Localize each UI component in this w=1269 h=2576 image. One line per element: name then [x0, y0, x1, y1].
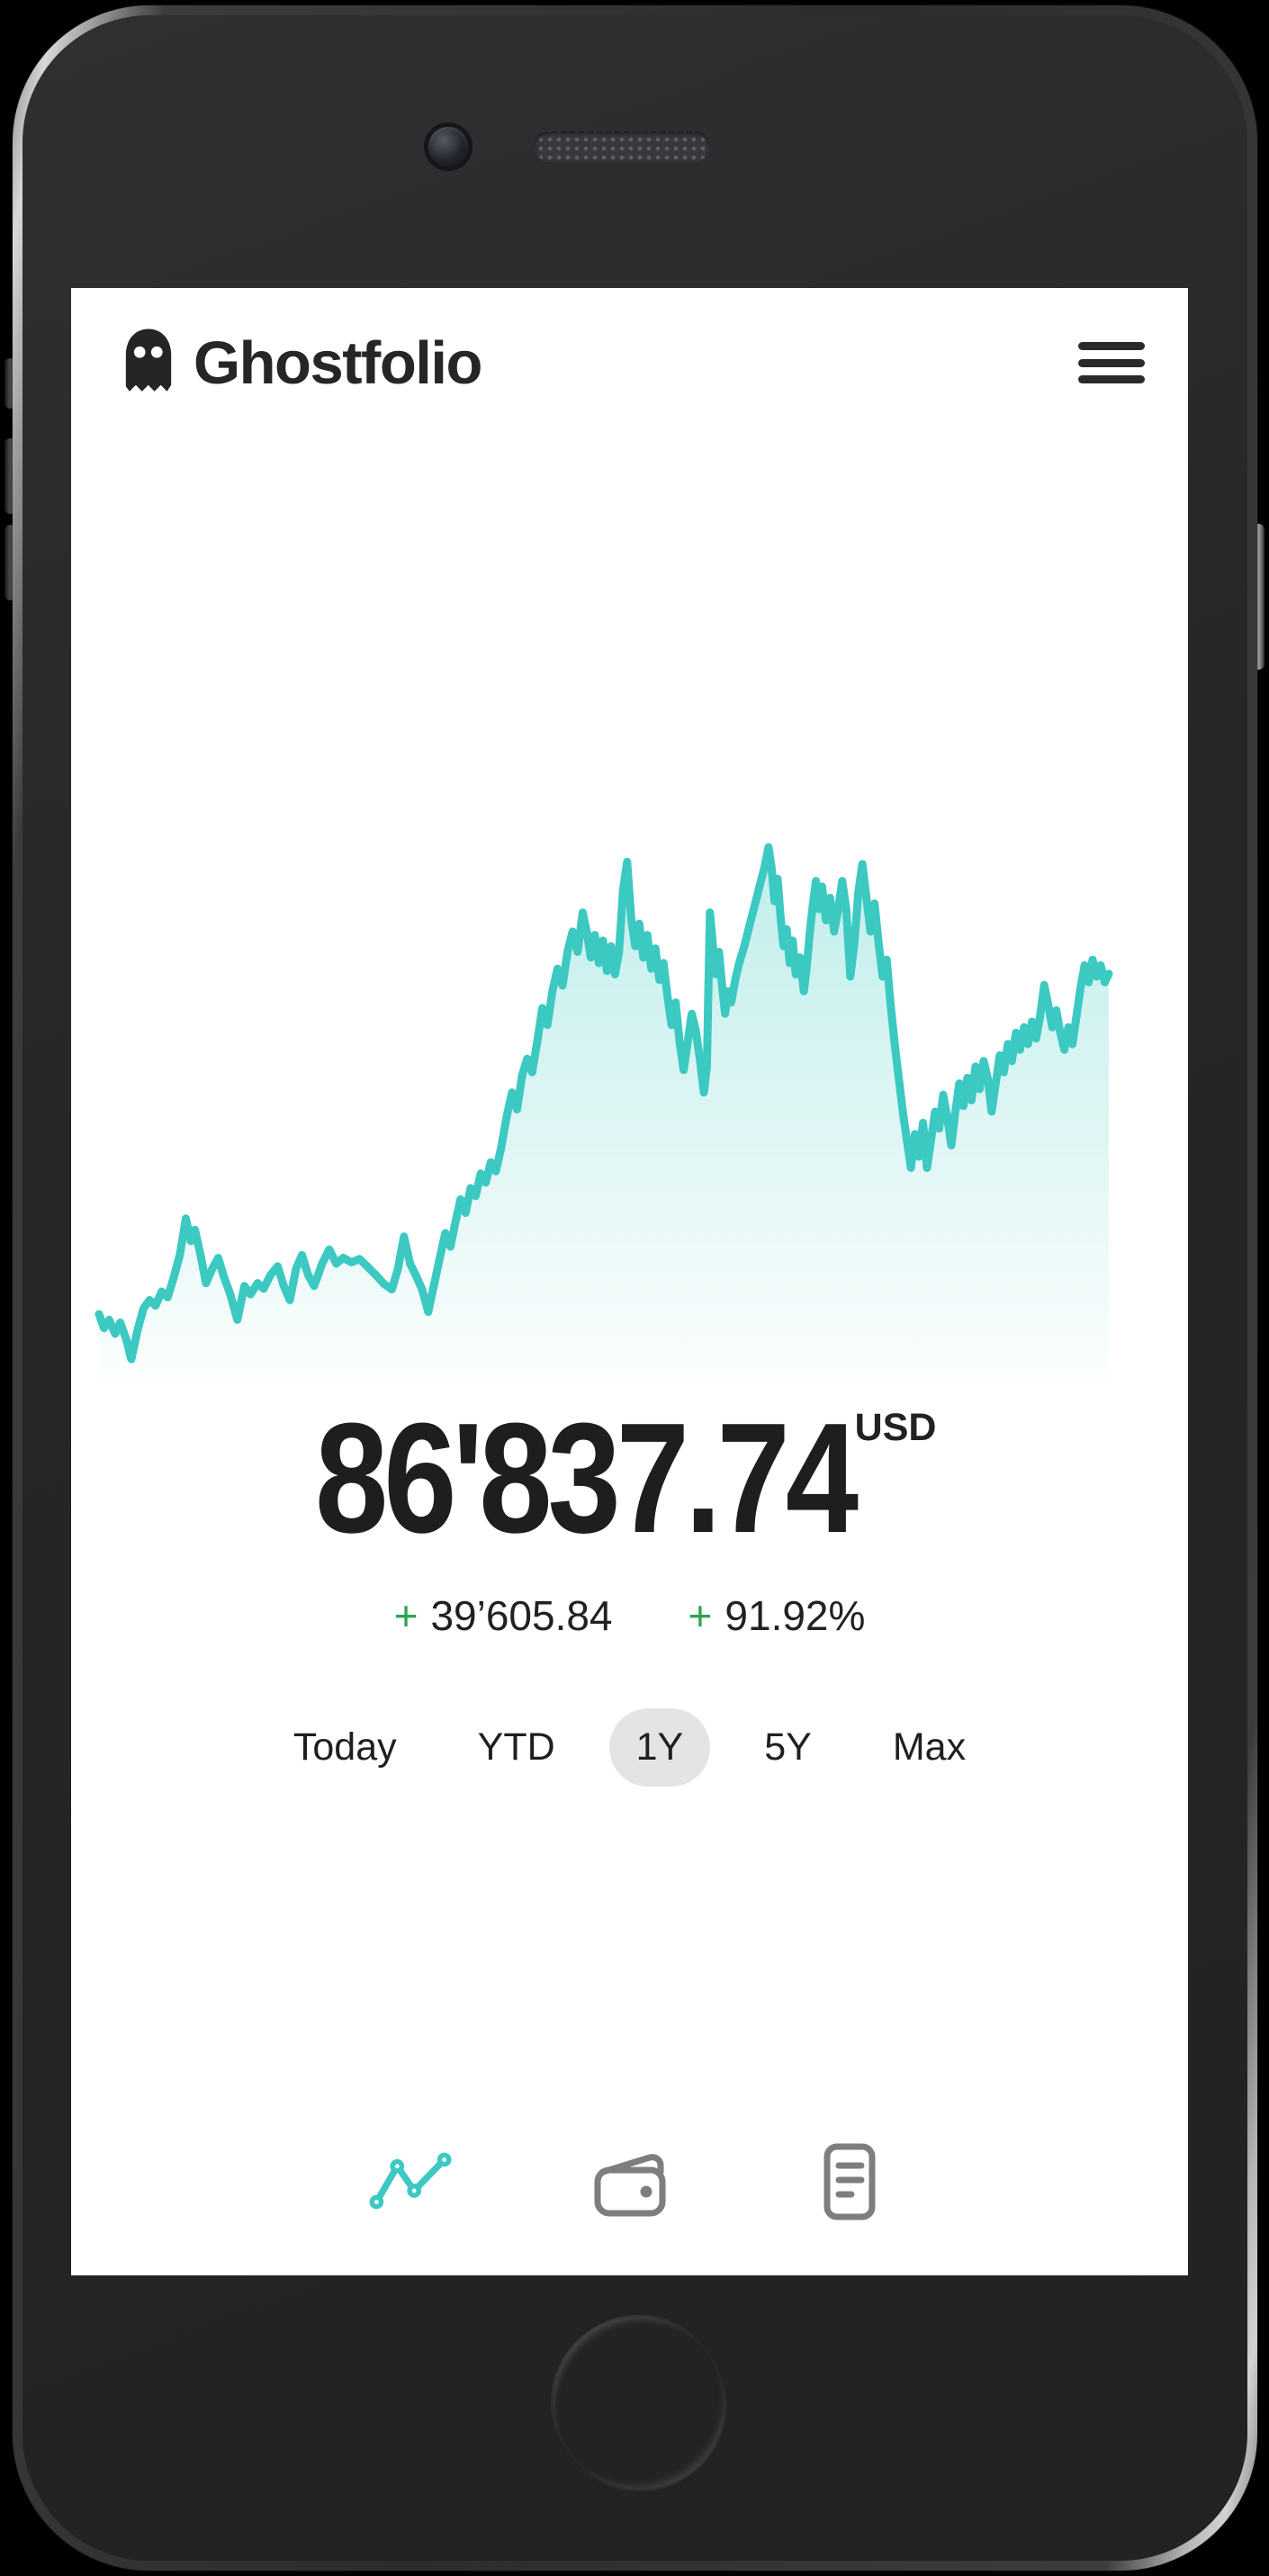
- app-title: Ghostfolio: [194, 329, 482, 397]
- app-header: Ghostfolio: [71, 322, 1188, 403]
- chart-area-fill: [99, 847, 1109, 1382]
- bottom-navigation: [71, 2143, 1188, 2225]
- chart-line: [94, 842, 1113, 1364]
- range-button-ytd[interactable]: YTD: [451, 1708, 582, 1787]
- portfolio-total-value: 86'837.74: [314, 1390, 859, 1565]
- range-button-today[interactable]: Today: [266, 1708, 424, 1787]
- change-absolute-value: 39’605.84: [430, 1592, 613, 1639]
- app-logo[interactable]: Ghostfolio: [122, 328, 482, 399]
- nav-tab-home[interactable]: [369, 2144, 452, 2223]
- range-button-5y[interactable]: 5Y: [737, 1708, 839, 1787]
- performance-chart[interactable]: [94, 819, 1113, 1382]
- report-icon: [814, 2143, 886, 2225]
- app-screen: Ghostfolio 86'837.74 USD +: [71, 288, 1188, 2275]
- plus-sign: +: [393, 1592, 418, 1639]
- currency-label: USD: [854, 1406, 937, 1449]
- earpiece-speaker: [534, 131, 710, 161]
- portfolio-change-row: + 39’605.84 + 91.92%: [71, 1591, 1188, 1640]
- wallet-icon: [590, 2145, 670, 2223]
- front-camera: [428, 127, 468, 167]
- plus-sign: +: [688, 1592, 713, 1639]
- portfolio-value-row: 86'837.74 USD: [71, 1393, 1188, 1563]
- home-button[interactable]: [551, 2315, 727, 2491]
- line-chart-icon: [369, 2151, 452, 2216]
- ghost-icon: [122, 328, 176, 399]
- change-percent-value: 91.92%: [724, 1592, 866, 1639]
- range-button-1y[interactable]: 1Y: [608, 1708, 711, 1787]
- change-absolute: + 39’605.84: [394, 1591, 613, 1640]
- hamburger-menu-icon[interactable]: [1078, 340, 1145, 385]
- nav-tab-report[interactable]: [808, 2143, 891, 2225]
- date-range-selector: Today YTD 1Y 5Y Max: [71, 1708, 1188, 1787]
- range-button-max[interactable]: Max: [866, 1708, 993, 1787]
- change-percent: + 91.92%: [688, 1591, 866, 1640]
- nav-tab-accounts[interactable]: [589, 2144, 671, 2223]
